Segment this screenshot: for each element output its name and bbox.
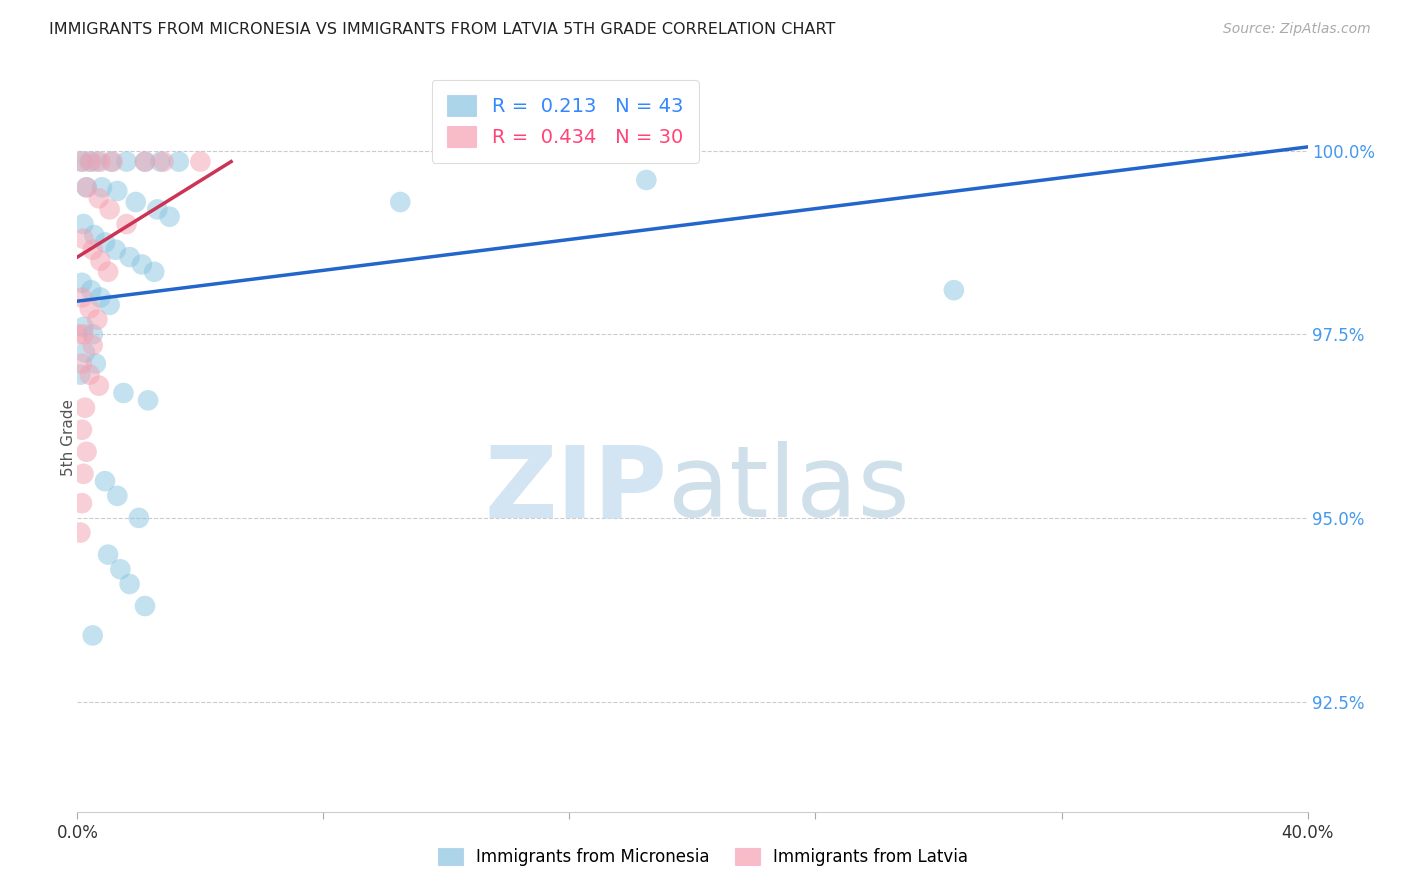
Legend: R =  0.213   N = 43, R =  0.434   N = 30: R = 0.213 N = 43, R = 0.434 N = 30: [432, 79, 699, 163]
Point: [83, 228, 105, 243]
Point: [82, 628, 104, 642]
Point: [159, 210, 181, 224]
Point: [942, 283, 965, 297]
Point: [94, 235, 117, 250]
Point: [70, 154, 93, 169]
Point: [152, 154, 174, 169]
Point: [134, 154, 156, 169]
Point: [86, 312, 108, 326]
Point: [97, 548, 120, 562]
Point: [98, 298, 121, 312]
Point: [86, 154, 108, 169]
Point: [66, 327, 89, 342]
Point: [70, 357, 93, 371]
Point: [70, 423, 93, 437]
Point: [89, 253, 111, 268]
Point: [72, 232, 94, 246]
Point: [149, 154, 172, 169]
Point: [115, 154, 138, 169]
Point: [80, 154, 103, 169]
Point: [82, 327, 104, 342]
Point: [90, 180, 114, 194]
Point: [115, 217, 138, 231]
Point: [188, 154, 212, 169]
Text: IMMIGRANTS FROM MICRONESIA VS IMMIGRANTS FROM LATVIA 5TH GRADE CORRELATION CHART: IMMIGRANTS FROM MICRONESIA VS IMMIGRANTS…: [49, 22, 835, 37]
Point: [136, 393, 159, 408]
Point: [72, 319, 94, 334]
Y-axis label: 5th Grade: 5th Grade: [62, 399, 76, 475]
Point: [72, 467, 94, 481]
Point: [112, 386, 135, 401]
Point: [89, 291, 111, 305]
Text: ZIP: ZIP: [485, 441, 668, 538]
Point: [97, 265, 120, 279]
Legend: Immigrants from Micronesia, Immigrants from Latvia: Immigrants from Micronesia, Immigrants f…: [430, 840, 976, 875]
Point: [105, 184, 128, 198]
Point: [100, 154, 122, 169]
Text: Source: ZipAtlas.com: Source: ZipAtlas.com: [1223, 22, 1371, 37]
Text: atlas: atlas: [668, 441, 910, 538]
Point: [72, 327, 94, 342]
Point: [76, 180, 98, 194]
Point: [80, 283, 103, 297]
Point: [94, 474, 117, 488]
Point: [389, 194, 412, 209]
Point: [146, 202, 169, 217]
Point: [125, 194, 148, 209]
Point: [73, 345, 96, 359]
Point: [118, 577, 141, 591]
Point: [70, 154, 93, 169]
Point: [128, 511, 150, 525]
Point: [82, 338, 104, 352]
Point: [105, 489, 128, 503]
Point: [69, 525, 91, 540]
Point: [72, 217, 94, 231]
Point: [143, 265, 166, 279]
Point: [110, 562, 132, 576]
Point: [118, 250, 141, 264]
Point: [87, 191, 110, 205]
Point: [70, 496, 93, 510]
Point: [167, 154, 190, 169]
Point: [76, 180, 98, 194]
Point: [79, 301, 101, 316]
Point: [82, 243, 104, 257]
Point: [69, 368, 91, 382]
Point: [70, 291, 93, 305]
Point: [79, 368, 101, 382]
Point: [79, 154, 101, 169]
Point: [89, 154, 111, 169]
Point: [131, 257, 153, 271]
Point: [87, 378, 110, 392]
Point: [134, 599, 156, 613]
Point: [134, 154, 156, 169]
Point: [636, 173, 658, 187]
Point: [84, 357, 107, 371]
Point: [76, 444, 98, 458]
Point: [98, 202, 121, 217]
Point: [101, 154, 124, 169]
Point: [70, 276, 93, 290]
Point: [104, 243, 127, 257]
Point: [73, 401, 96, 415]
